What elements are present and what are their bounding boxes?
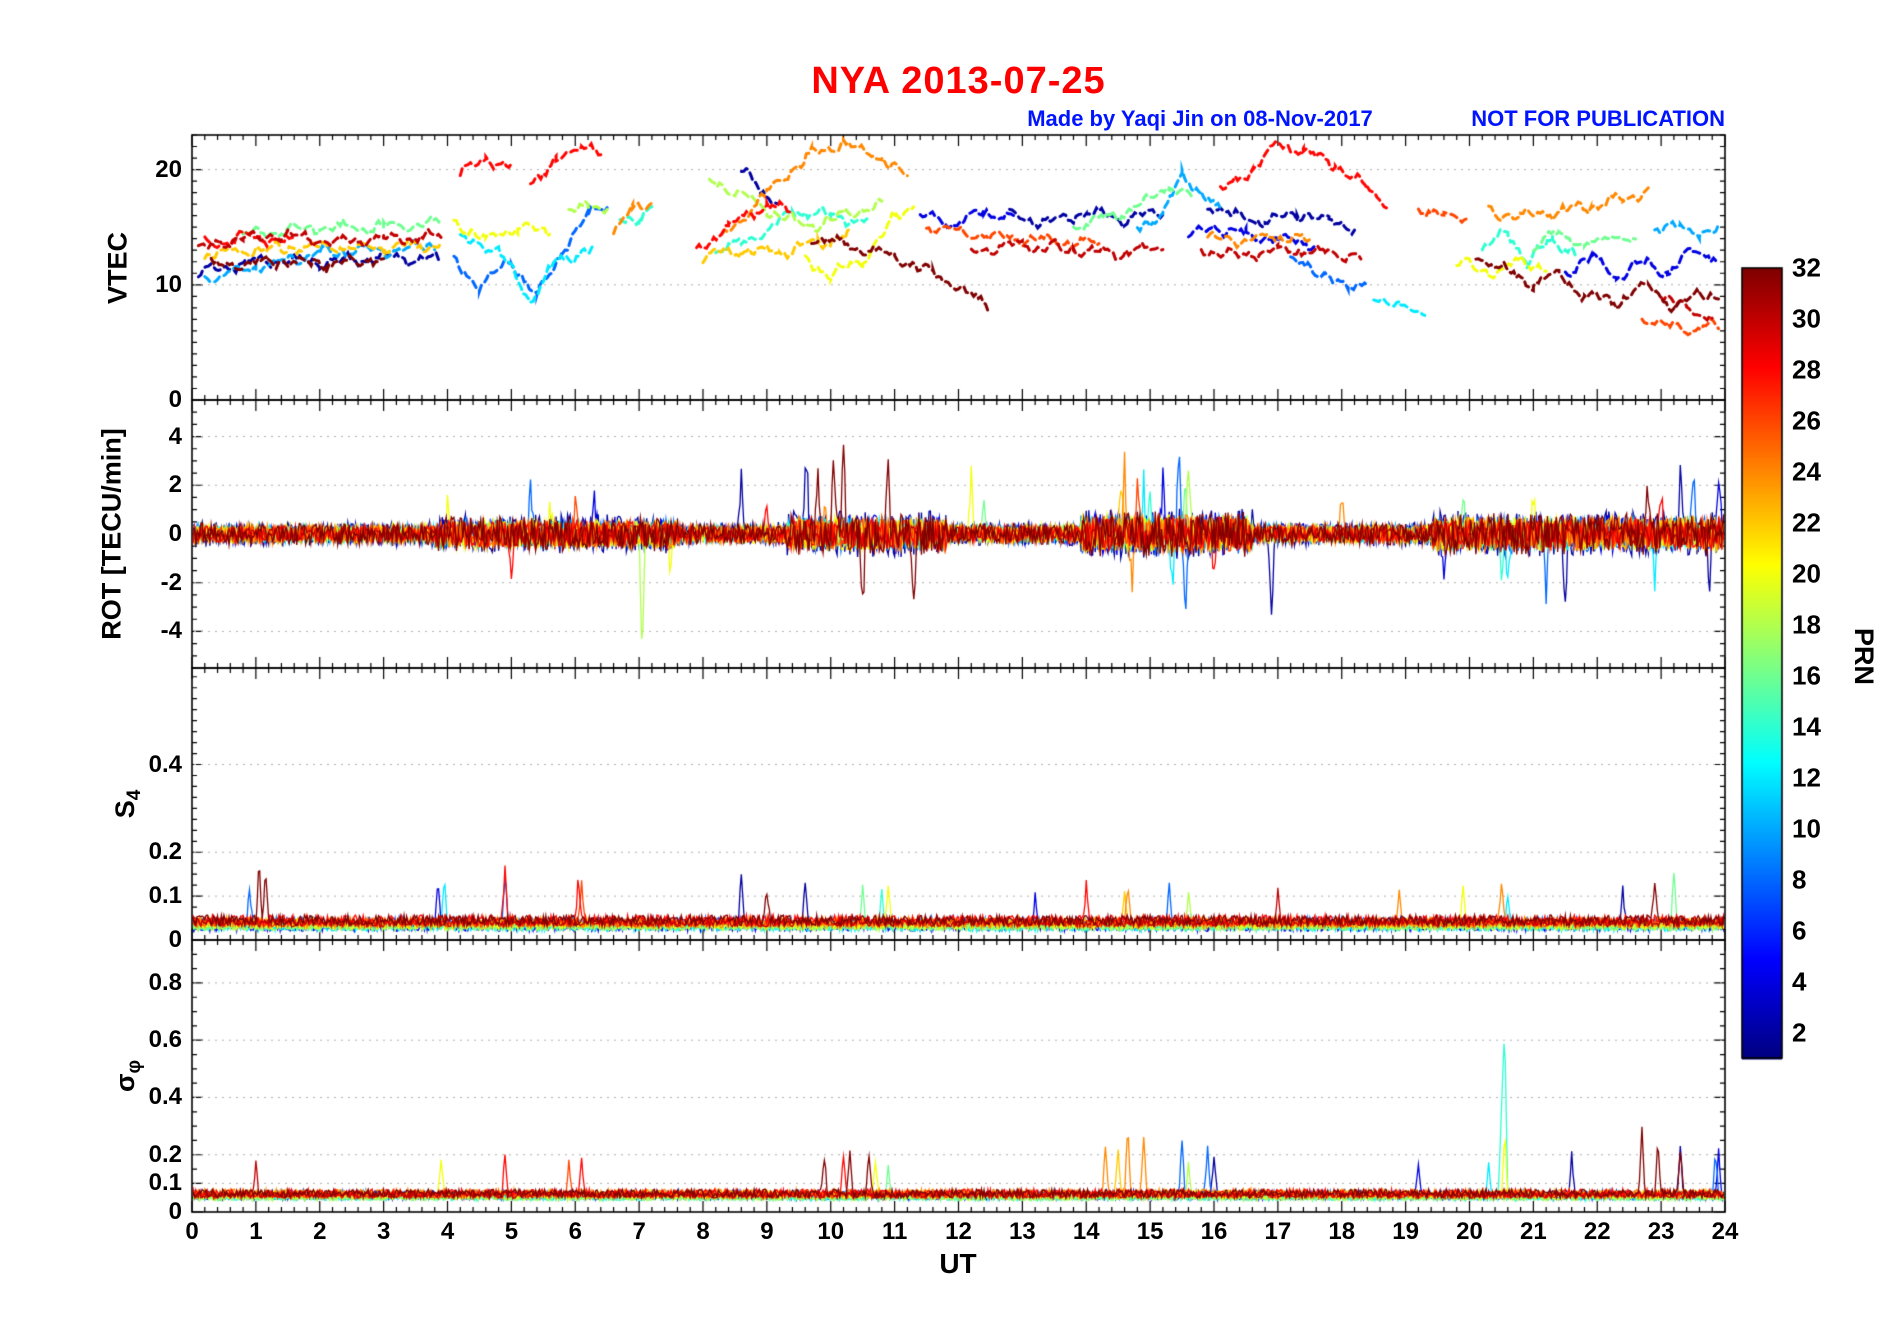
colorbar-tick-label: 30 [1792, 303, 1821, 334]
colorbar-tick-label: 18 [1792, 609, 1821, 640]
y-tick-label: 4 [168, 422, 182, 450]
page-title: NYA 2013-07-25 [811, 60, 1106, 102]
x-tick-label: 14 [1072, 1218, 1100, 1245]
colorbar-tick-label: 26 [1792, 405, 1821, 436]
colorbar-tick-label: 12 [1792, 762, 1821, 793]
x-tick-label: 17 [1264, 1218, 1292, 1245]
x-tick-label: 23 [1647, 1218, 1675, 1245]
x-tick-label: 21 [1520, 1218, 1547, 1245]
s4-axis-label: S4 [110, 790, 146, 819]
x-tick-label: 11 [881, 1218, 908, 1245]
y-tick-label: -4 [160, 617, 182, 645]
colorbar-tick-label: 24 [1792, 456, 1821, 487]
x-tick-label: 3 [376, 1218, 391, 1245]
x-tick-label: 16 [1200, 1218, 1228, 1245]
y-tick-label: -2 [160, 568, 182, 596]
x-tick-label: 9 [760, 1218, 774, 1245]
colorbar-tick-label: 2 [1792, 1017, 1807, 1048]
x-axis-label: UT [939, 1248, 977, 1279]
vtec-axis-label: VTEC [102, 231, 133, 305]
s4-axis-label-sub: 4 [124, 789, 146, 801]
y-tick-label: 0 [168, 926, 182, 953]
colorbar-tick-label: 14 [1792, 711, 1821, 742]
colorbar-label: PRN [1849, 628, 1879, 686]
y-tick-label: 2 [168, 471, 182, 499]
not-for-publication-text: NOT FOR PUBLICATION [1471, 106, 1725, 131]
y-tick-label: 10 [155, 270, 182, 298]
colorbar-tick-label: 22 [1792, 507, 1821, 538]
x-tick-label: 24 [1711, 1218, 1739, 1245]
y-tick-label: 0.2 [148, 838, 182, 866]
y-tick-label: 0.6 [148, 1026, 182, 1054]
x-tick-label: 13 [1009, 1218, 1036, 1245]
x-tick-label: 20 [1456, 1218, 1483, 1245]
y-tick-label: 0 [168, 1198, 182, 1225]
y-tick-label: 0.1 [148, 882, 182, 910]
y-tick-label: 0 [168, 520, 182, 547]
colorbar-tick-label: 6 [1792, 915, 1807, 946]
credit-text: Made by Yaqi Jin on 08-Nov-2017 [1027, 106, 1373, 131]
y-tick-label: 0.1 [148, 1169, 182, 1197]
y-tick-label: 20 [155, 155, 182, 183]
x-tick-label: 12 [945, 1218, 972, 1245]
colorbar-tick-label: 20 [1792, 558, 1821, 589]
x-tick-label: 5 [504, 1218, 519, 1245]
colorbar-tick-label: 28 [1792, 354, 1821, 385]
y-tick-label: 0.8 [148, 968, 182, 996]
colorbar-tick-label: 8 [1792, 864, 1807, 895]
x-tick-label: 4 [440, 1218, 455, 1245]
s4-axis-label-main: S [109, 800, 140, 819]
rot-axis-label: ROT [TECU/min] [96, 428, 127, 640]
y-tick-label: 0.4 [148, 750, 182, 778]
x-tick-label: 15 [1136, 1218, 1164, 1245]
colorbar-tick-label: 10 [1792, 813, 1821, 844]
x-tick-label: 22 [1583, 1218, 1611, 1245]
x-tick-label: 10 [817, 1218, 845, 1245]
y-tick-label: 0.2 [148, 1140, 182, 1168]
x-tick-label: 7 [632, 1218, 646, 1245]
x-tick-label: 8 [696, 1218, 710, 1245]
sigma-phi-axis-label-main: σ [109, 1073, 140, 1093]
x-tick-label: 18 [1328, 1218, 1356, 1245]
sigma-phi-axis-label-sub: φ [124, 1059, 146, 1074]
x-tick-label: 0 [185, 1218, 199, 1245]
y-tick-label: 0 [168, 386, 182, 413]
x-tick-label: 6 [568, 1218, 582, 1245]
x-tick-label: 2 [313, 1218, 327, 1245]
colorbar-tick-label: 16 [1792, 660, 1821, 691]
colorbar-tick-label: 4 [1792, 966, 1807, 997]
y-tick-label: 0.4 [148, 1083, 182, 1111]
x-tick-label: 19 [1392, 1218, 1419, 1245]
x-tick-label: 1 [249, 1218, 263, 1245]
colorbar-tick-label: 32 [1792, 252, 1821, 283]
sigma-phi-axis-label: σφ [110, 1060, 146, 1092]
